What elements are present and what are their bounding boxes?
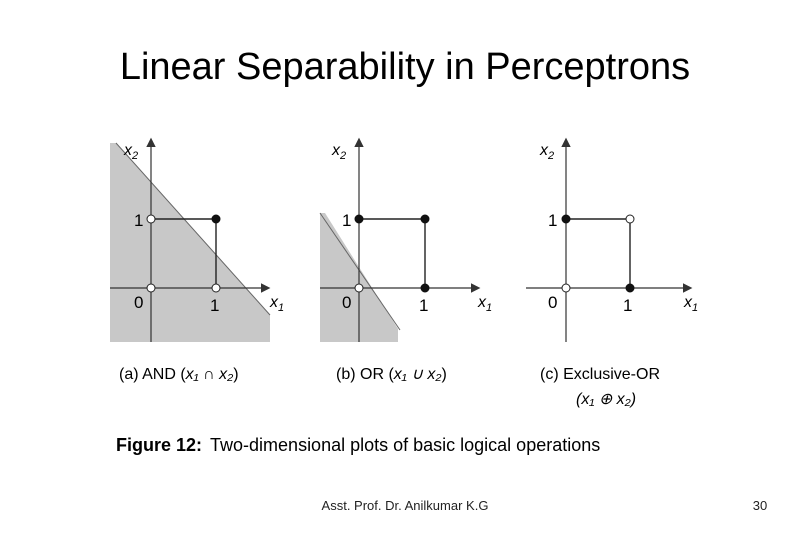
slide-footer: Asst. Prof. Dr. Anilkumar K.G xyxy=(321,498,489,513)
panel-xor: x2 x1 1 0 1 (c) Exclusive-OR (x₁ ⊕ x₂) xyxy=(526,137,698,408)
xor-x1-axis-label: x1 xyxy=(683,294,698,314)
xor-point-00 xyxy=(561,283,571,293)
or-tick-x-1: 1 xyxy=(419,296,428,315)
and-tick-origin: 0 xyxy=(134,293,143,312)
or-point-11 xyxy=(420,214,430,224)
and-tick-y-1: 1 xyxy=(134,211,143,230)
figure-caption: Figure 12: Two-dimensional plots of basic… xyxy=(116,435,600,455)
panel-and: x2 x1 1 0 1 (a) AND (x₁ ∩ x₂) xyxy=(110,137,284,383)
and-point-00 xyxy=(146,283,156,293)
xor-point-11 xyxy=(625,214,635,224)
xor-label-line1: (c) Exclusive-OR xyxy=(540,366,660,383)
xor-tick-x-1: 1 xyxy=(623,296,632,315)
and-tick-x-1: 1 xyxy=(210,296,219,315)
xor-point-10 xyxy=(625,283,635,293)
and-label: (a) AND (x₁ ∩ x₂) xyxy=(119,366,239,383)
xor-label-line2: (x₁ ⊕ x₂) xyxy=(576,391,636,408)
or-tick-y-1: 1 xyxy=(342,211,351,230)
or-point-00 xyxy=(354,283,364,293)
xor-tick-y-1: 1 xyxy=(548,211,557,230)
xor-tick-origin: 0 xyxy=(548,293,557,312)
or-decision-line xyxy=(319,212,401,331)
and-x1-axis-label: x1 xyxy=(269,294,284,314)
or-point-01 xyxy=(354,214,364,224)
or-x1-axis-label: x1 xyxy=(477,294,492,314)
and-shaded-region xyxy=(110,143,270,342)
and-point-10 xyxy=(211,283,221,293)
and-point-11 xyxy=(211,214,221,224)
or-unit-square xyxy=(359,218,426,288)
or-point-10 xyxy=(420,283,430,293)
panel-or: x2 x1 1 0 1 (b) OR (x₁ ∪ x₂) xyxy=(319,137,492,383)
and-decision-line xyxy=(115,142,271,316)
or-label: (b) OR (x₁ ∪ x₂) xyxy=(336,366,447,383)
xor-unit-square xyxy=(566,218,631,288)
and-x2-axis-label: x2 xyxy=(123,142,138,162)
xor-x2-axis-label: x2 xyxy=(539,142,554,162)
and-point-01 xyxy=(146,214,156,224)
page-number: 30 xyxy=(752,498,768,513)
or-tick-origin: 0 xyxy=(342,293,351,312)
slide-title: Linear Separability in Perceptrons xyxy=(119,46,691,88)
xor-point-01 xyxy=(561,214,571,224)
or-x2-axis-label: x2 xyxy=(331,142,346,162)
